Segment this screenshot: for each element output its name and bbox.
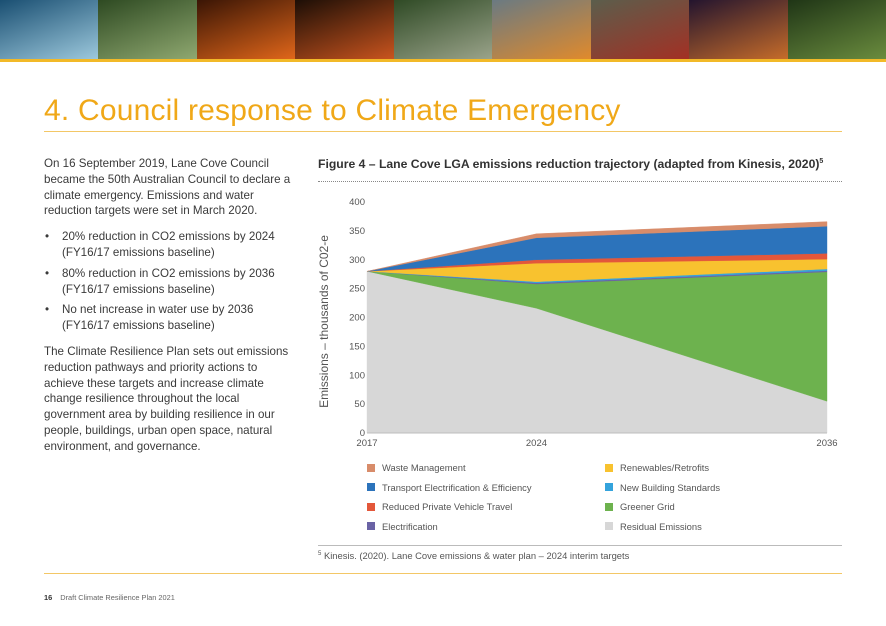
target-item: No net increase in water use by 2036 (FY1…	[44, 302, 300, 334]
legend-swatch	[605, 463, 613, 472]
footnote-number: 5	[318, 550, 322, 557]
legend-item: Transport Electrification & Efficiency	[367, 482, 532, 493]
photo-banner	[0, 0, 886, 59]
banner-photo-green-building	[393, 0, 493, 59]
banner-photo-house	[98, 0, 197, 59]
legend-label: Residual Emissions	[620, 520, 702, 532]
legend-swatch	[367, 483, 375, 491]
legend-swatch	[605, 502, 613, 511]
legend-swatch	[605, 522, 613, 530]
figure-title: Figure 4 – Lane Cove LGA emissions reduc…	[318, 157, 823, 171]
y-tick-label: 200	[349, 313, 365, 324]
footnote: 5 Kinesis. (2020). Lane Cove emissions &…	[318, 550, 629, 561]
title-divider	[44, 131, 842, 132]
page-footer: 16 Draft Climate Resilience Plan 2021	[44, 593, 175, 602]
legend-label: Transport Electrification & Efficiency	[382, 481, 532, 493]
banner-photo-rainforest	[787, 0, 886, 59]
section-title-text: Council response to Climate Emergency	[77, 94, 621, 127]
closing-paragraph: The Climate Resilience Plan sets out emi…	[44, 344, 289, 453]
target-line2: (FY16/17 emissions baseline)	[62, 319, 215, 333]
target-line1: 20% reduction in CO2 emissions by 2024	[62, 230, 275, 244]
y-tick-label: 400	[349, 197, 365, 208]
legend-swatch	[367, 522, 375, 530]
legend-label: New Building Standards	[620, 481, 721, 493]
target-line1: 80% reduction in CO2 emissions by 2036	[62, 266, 275, 280]
target-item: 80% reduction in CO2 emissions by 2036 (F…	[44, 266, 300, 298]
banner-photo-flood-sign	[492, 0, 591, 59]
y-tick-label: 100	[349, 370, 365, 381]
legend-item: Electrification	[367, 521, 438, 532]
banner-photo-wave	[0, 0, 99, 59]
x-tick-label: 2036	[816, 438, 837, 449]
banner-divider	[0, 59, 886, 62]
body-text: On 16 September 2019, Lane Cove Council …	[44, 156, 300, 465]
legend-label: Waste Management	[382, 462, 466, 473]
legend-swatch	[367, 463, 375, 472]
section-number: 4.	[44, 94, 70, 127]
legend-label: Reduced Private Vehicle Travel	[382, 501, 513, 512]
legend-item: Renewables/Retrofits	[605, 462, 709, 473]
legend-label: Greener Grid	[620, 501, 675, 512]
targets-list: 20% reduction in CO2 emissions by 2024(F…	[44, 229, 300, 334]
legend-item: Residual Emissions	[605, 521, 702, 532]
legend-label: Electrification	[382, 520, 438, 532]
banner-photo-firefighters	[295, 0, 394, 59]
y-tick-label: 350	[349, 226, 365, 237]
legend-swatch	[605, 483, 613, 491]
y-tick-label: 0	[360, 428, 365, 439]
legend-label: Renewables/Retrofits	[620, 462, 710, 473]
banner-photo-lightning	[689, 0, 788, 59]
document-title: Draft Climate Resilience Plan 2021	[60, 593, 175, 602]
target-line1: No net increase in water use by 2036	[62, 303, 254, 317]
figure-title-text: Figure 4 – Lane Cove LGA emissions reduc…	[318, 157, 820, 171]
x-tick-label: 2024	[526, 438, 547, 449]
legend-item: Waste Management	[367, 462, 466, 473]
legend-item: Greener Grid	[605, 501, 675, 512]
legend-item: New Building Standards	[605, 482, 720, 493]
target-line2: (FY16/17 emissions baseline)	[62, 245, 215, 259]
y-tick-label: 300	[349, 255, 365, 266]
footer-divider	[44, 573, 842, 574]
y-tick-label: 250	[349, 284, 365, 295]
y-tick-label: 50	[354, 399, 365, 410]
figure-title-footnote-ref: 5	[819, 157, 824, 165]
target-item: 20% reduction in CO2 emissions by 2024(F…	[44, 229, 300, 261]
figure-divider	[318, 181, 842, 182]
target-line2: (FY16/17 emissions baseline)	[62, 282, 215, 296]
banner-photo-bushfire	[196, 0, 296, 59]
y-axis-label: Emissions – thousands of C02-e	[317, 235, 331, 408]
emissions-area-chart: 0 50 100 150 200 250 300 350 400 2017 2024 2036 Emis…	[317, 197, 838, 449]
legend-item: Reduced Private Vehicle Travel	[367, 501, 512, 512]
footnote-text: Kinesis. (2020). Lane Cove emissions & w…	[323, 550, 630, 561]
y-tick-label: 150	[349, 341, 365, 352]
banner-photo-flooded-car	[590, 0, 690, 59]
page-number: 16	[44, 593, 53, 602]
legend-swatch	[367, 502, 375, 511]
section-title: 4. Council response to Climate Emergency	[44, 94, 621, 128]
footnote-divider	[318, 545, 842, 546]
area-waste-management	[366, 221, 828, 272]
x-tick-label: 2017	[356, 438, 377, 449]
intro-paragraph: On 16 September 2019, Lane Cove Council …	[44, 157, 291, 218]
